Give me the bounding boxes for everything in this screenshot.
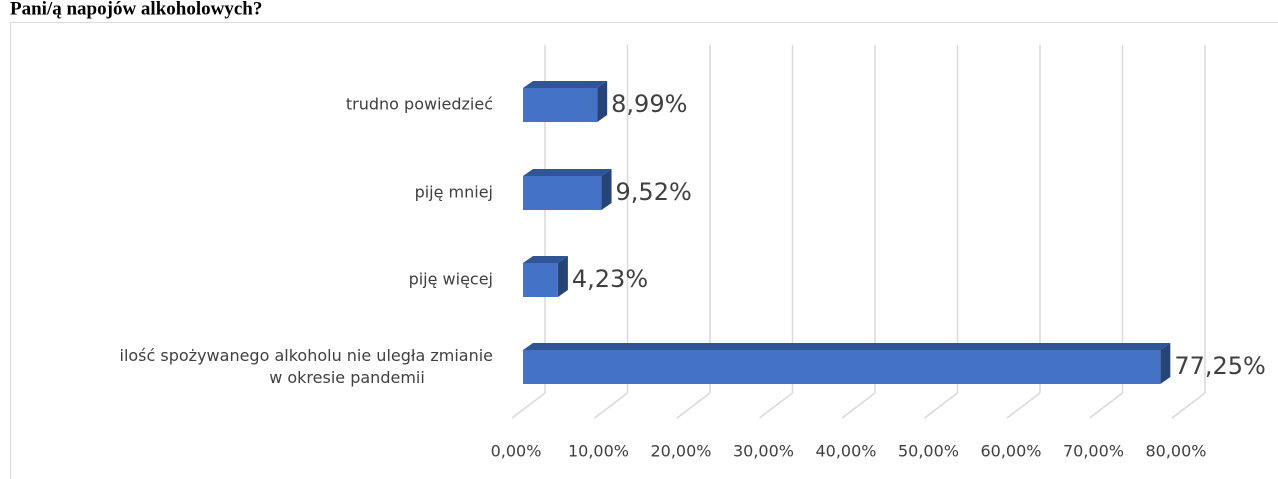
depth-line xyxy=(594,392,628,419)
value-label: 9,52% xyxy=(616,178,692,206)
x-tick-label: 0,00% xyxy=(491,442,542,461)
bar-side xyxy=(597,81,608,122)
value-label: 8,99% xyxy=(611,90,687,118)
bar xyxy=(523,343,1171,384)
x-tick-label: 30,00% xyxy=(733,442,794,461)
depth-line xyxy=(1089,392,1123,419)
chart-frame xyxy=(10,22,1278,479)
x-tick-label: 70,00% xyxy=(1063,442,1124,461)
y-tick-label-line: ilość spożywanego alkoholu nie uległa zm… xyxy=(120,346,494,365)
bar xyxy=(523,81,608,122)
bar-top xyxy=(523,343,1171,350)
x-tick-label: 50,00% xyxy=(898,442,959,461)
value-label: 4,23% xyxy=(572,265,648,293)
depth-line xyxy=(841,392,876,419)
bar-front xyxy=(523,176,602,210)
x-tick-label: 10,00% xyxy=(568,442,629,461)
bar-top xyxy=(523,256,568,263)
bar xyxy=(523,256,568,297)
y-tick-label: piję więcej xyxy=(409,270,493,289)
depth-line xyxy=(1006,392,1041,419)
chart-title: Pani/ą napojów alkoholowych? xyxy=(10,0,262,19)
bar-side xyxy=(1160,343,1171,384)
bar-front xyxy=(523,88,598,122)
bar-front xyxy=(523,263,558,297)
y-tick-label: trudno powiedzieć xyxy=(346,95,493,114)
depth-line xyxy=(676,392,711,419)
depth-line xyxy=(759,392,793,419)
x-tick-label: 40,00% xyxy=(815,442,876,461)
depth-line xyxy=(511,392,546,419)
y-tick-label: piję mniej xyxy=(415,183,493,202)
bar-side xyxy=(601,169,612,210)
value-label: 77,25% xyxy=(1174,352,1266,380)
bar-top xyxy=(523,169,612,176)
y-tick-label-line: w okresie pandemii xyxy=(269,368,425,387)
x-tick-label: 80,00% xyxy=(1145,442,1206,461)
x-tick-label: 60,00% xyxy=(980,442,1041,461)
bar-top xyxy=(523,81,608,88)
x-tick-label: 20,00% xyxy=(650,442,711,461)
bar-side xyxy=(557,256,568,297)
bar-front xyxy=(523,350,1161,384)
depth-line xyxy=(1171,392,1206,419)
y-tick-label: ilość spożywanego alkoholu nie uległa zm… xyxy=(120,346,494,387)
bar xyxy=(523,169,612,210)
depth-line xyxy=(924,392,958,419)
